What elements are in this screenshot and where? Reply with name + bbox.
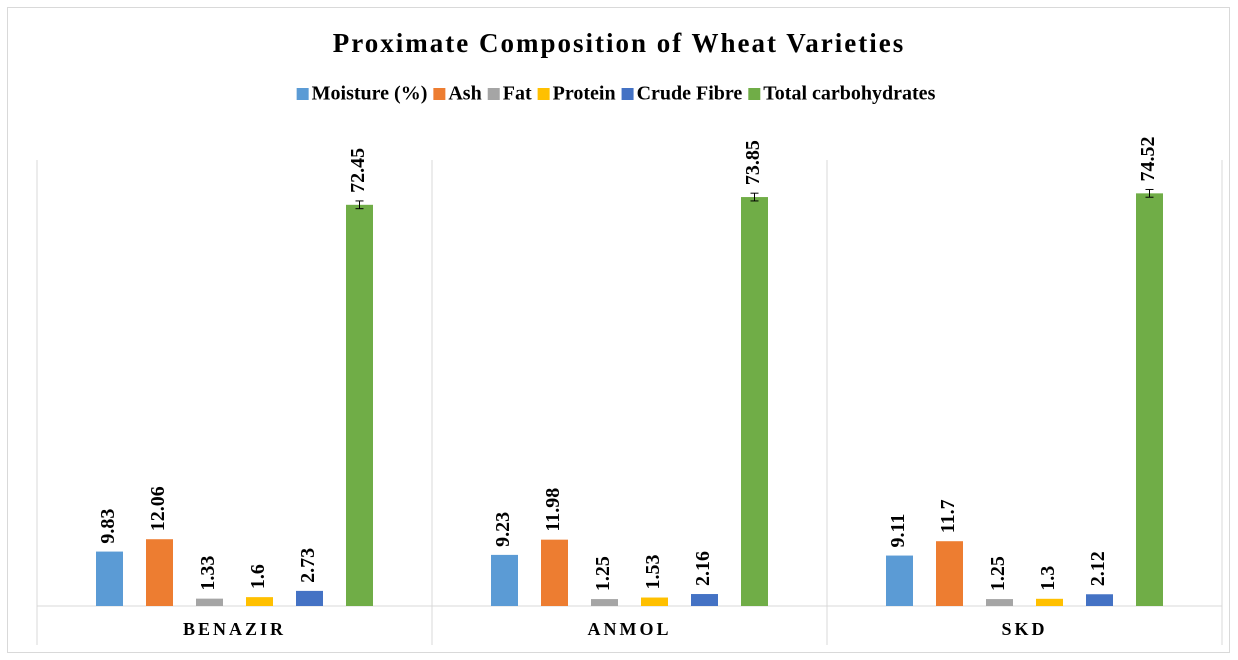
x-tick-label: BENAZIR (183, 619, 286, 639)
data-label: 74.52 (1137, 136, 1159, 181)
x-tick-label: ANMOL (588, 619, 672, 639)
bar (986, 599, 1013, 606)
bar (296, 590, 323, 606)
legend-swatch (537, 88, 550, 100)
bar (1136, 193, 1163, 606)
bar (1036, 598, 1063, 606)
data-label: 73.85 (742, 140, 764, 185)
bar (146, 539, 173, 606)
data-label: 1.33 (197, 556, 219, 591)
data-label: 9.23 (492, 512, 514, 547)
data-label: 11.7 (937, 499, 959, 533)
bar (641, 597, 668, 606)
data-label: 2.73 (297, 548, 319, 583)
bar (196, 598, 223, 606)
data-label: 12.06 (147, 486, 169, 531)
bar (936, 541, 963, 606)
bar (96, 551, 123, 606)
bar (691, 594, 718, 606)
bar (246, 597, 273, 606)
bar (346, 204, 373, 607)
legend-swatch (748, 88, 761, 100)
error-bar (750, 192, 759, 202)
data-label: 2.12 (1087, 551, 1109, 586)
legend-label: Moisture (%) (312, 83, 428, 105)
legend-label: Total carbohydrates (763, 83, 935, 105)
data-label: 9.83 (97, 509, 119, 544)
legend-label: Ash (448, 83, 481, 105)
legend-swatch (487, 88, 500, 100)
data-label: 1.53 (642, 555, 664, 590)
bar (591, 599, 618, 606)
legend-swatch (296, 88, 309, 100)
data-label: 1.6 (247, 564, 269, 589)
x-tick-label: SKD (1001, 619, 1047, 639)
error-bar (1145, 188, 1154, 198)
chart-border (7, 7, 1230, 653)
bar (741, 197, 768, 607)
bar (1086, 594, 1113, 606)
bar (886, 555, 913, 606)
data-label: 1.25 (592, 556, 614, 591)
legend: Moisture (%) Ash Fat Protein Crude Fibre Tota… (296, 83, 936, 105)
legend-swatch (433, 88, 446, 100)
bar (491, 554, 518, 606)
legend-label: Protein (553, 83, 616, 105)
error-bar (355, 200, 364, 210)
data-label: 9.11 (887, 514, 909, 548)
data-label: 11.98 (542, 488, 564, 532)
data-label: 1.3 (1037, 566, 1059, 591)
data-label: 72.45 (347, 148, 369, 193)
bar (541, 539, 568, 606)
legend-label: Crude Fibre (637, 83, 743, 105)
data-label: 1.25 (987, 556, 1009, 591)
legend-label: Fat (503, 83, 532, 105)
legend-swatch (621, 88, 634, 100)
chart-title: Proximate Composition of Wheat Varieties (333, 28, 905, 58)
data-label: 2.16 (692, 551, 714, 586)
